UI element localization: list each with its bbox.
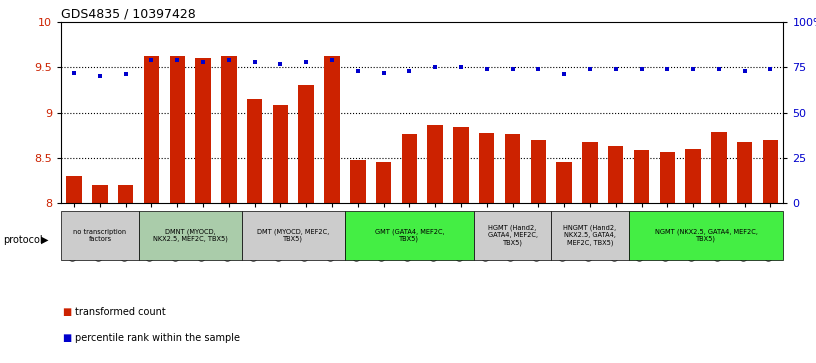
Point (68, 70, 81, 76)
Point (481, 66, 494, 72)
Point (274, 61, 287, 66)
Point (326, 57, 339, 63)
Point (532, 66, 545, 72)
Bar (242, 211, 345, 260)
Bar (66, 176, 82, 203)
Point (351, 68, 364, 74)
Bar (324, 56, 339, 203)
Point (686, 66, 699, 72)
Bar (350, 160, 366, 203)
Point (738, 68, 752, 74)
Point (557, 72, 570, 77)
Bar (345, 211, 474, 260)
Bar (144, 56, 159, 203)
Bar (453, 127, 468, 203)
Point (428, 64, 441, 70)
Bar (170, 56, 185, 203)
Bar (247, 99, 263, 203)
Bar (401, 134, 417, 203)
Bar (505, 134, 521, 203)
Text: DMNT (MYOCD,
NKX2.5, MEF2C, TBX5): DMNT (MYOCD, NKX2.5, MEF2C, TBX5) (153, 228, 228, 242)
Text: NGMT (NKX2.5, GATA4, MEF2C,
TBX5): NGMT (NKX2.5, GATA4, MEF2C, TBX5) (654, 228, 757, 242)
Point (455, 64, 468, 70)
Point (93, 73, 106, 79)
Bar (659, 152, 675, 203)
Bar (273, 105, 288, 203)
Point (145, 57, 158, 63)
Bar (61, 211, 139, 260)
Text: percentile rank within the sample: percentile rank within the sample (75, 333, 240, 343)
Bar (139, 211, 242, 260)
Point (583, 66, 596, 72)
Point (712, 66, 725, 72)
Bar (428, 125, 443, 203)
Point (171, 57, 184, 63)
Text: transformed count: transformed count (75, 307, 166, 317)
Point (403, 68, 416, 74)
Text: ■: ■ (62, 333, 71, 343)
Bar (92, 185, 108, 203)
Bar (118, 185, 133, 203)
Bar (552, 211, 628, 260)
Bar (711, 132, 726, 203)
Bar (474, 211, 552, 260)
Bar (737, 142, 752, 203)
Point (506, 66, 519, 72)
Bar (685, 149, 701, 203)
Point (764, 66, 777, 72)
Point (661, 66, 674, 72)
Bar (479, 134, 494, 203)
Bar (557, 163, 572, 203)
Point (635, 66, 648, 72)
Point (299, 59, 313, 65)
Point (119, 72, 132, 77)
Bar (221, 56, 237, 203)
Point (248, 59, 261, 65)
Text: ▶: ▶ (41, 234, 48, 245)
Text: DMT (MYOCD, MEF2C,
TBX5): DMT (MYOCD, MEF2C, TBX5) (257, 228, 330, 242)
Bar (628, 211, 783, 260)
Text: protocol: protocol (3, 234, 43, 245)
Bar (530, 140, 546, 203)
Text: no transcription
factors: no transcription factors (73, 229, 126, 241)
Text: ■: ■ (62, 307, 71, 317)
Point (377, 70, 390, 76)
Bar (299, 85, 314, 203)
Text: HNGMT (Hand2,
NKX2.5, GATA4,
MEF2C, TBX5): HNGMT (Hand2, NKX2.5, GATA4, MEF2C, TBX5… (563, 225, 616, 245)
Text: GDS4835 / 10397428: GDS4835 / 10397428 (61, 8, 196, 21)
Point (222, 57, 235, 63)
Text: GMT (GATA4, MEF2C,
TBX5): GMT (GATA4, MEF2C, TBX5) (375, 228, 444, 242)
Point (610, 66, 623, 72)
Point (197, 59, 210, 65)
Bar (763, 140, 778, 203)
Bar (376, 163, 392, 203)
Bar (634, 150, 650, 203)
Bar (582, 142, 597, 203)
Text: HGMT (Hand2,
GATA4, MEF2C,
TBX5): HGMT (Hand2, GATA4, MEF2C, TBX5) (487, 225, 538, 245)
Bar (608, 146, 623, 203)
Bar (195, 58, 211, 203)
